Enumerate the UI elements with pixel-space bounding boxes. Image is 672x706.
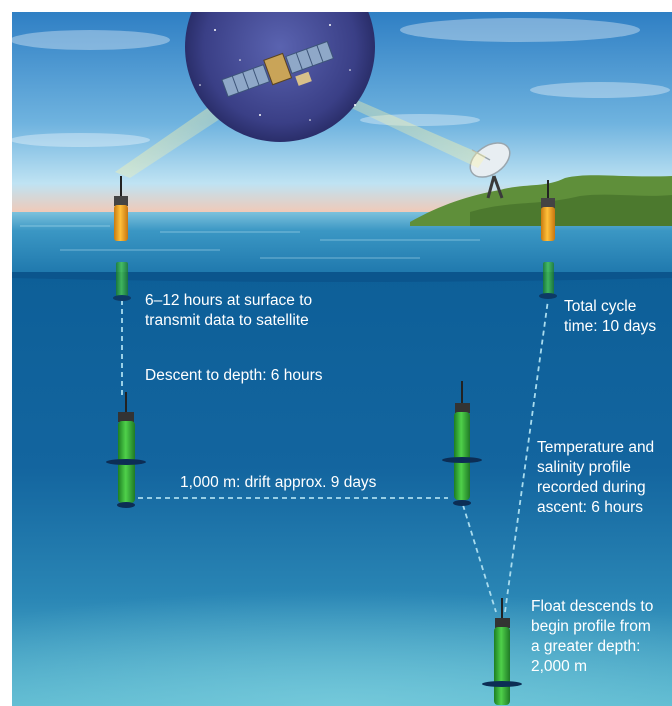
float-path bbox=[121, 299, 549, 613]
deep-descent-label: Float descends to begin profile from a g… bbox=[531, 598, 654, 675]
descent-label: Descent to depth: 6 hours bbox=[145, 367, 323, 384]
ascent-profile-label: Temperature and salinity profile recorde… bbox=[537, 439, 655, 516]
float-icon-surface-right bbox=[539, 180, 557, 299]
float-icon-surface-left bbox=[113, 176, 131, 301]
cycle-time-label: Total cycle time: 10 days bbox=[564, 298, 657, 335]
float-icon-drift-right bbox=[442, 381, 482, 506]
surface-time-label: 6–12 hours at surface to transmit data t… bbox=[145, 292, 313, 329]
sea-ripples bbox=[20, 225, 480, 259]
drift-label: 1,000 m: drift approx. 9 days bbox=[180, 474, 377, 491]
satellite-icon bbox=[221, 40, 334, 98]
float-icon-drift-left bbox=[106, 392, 146, 508]
satellite-beam-right bbox=[320, 84, 486, 168]
float-icon-deep bbox=[482, 598, 522, 705]
stars bbox=[199, 9, 356, 121]
satellite-dish-icon bbox=[469, 142, 511, 199]
